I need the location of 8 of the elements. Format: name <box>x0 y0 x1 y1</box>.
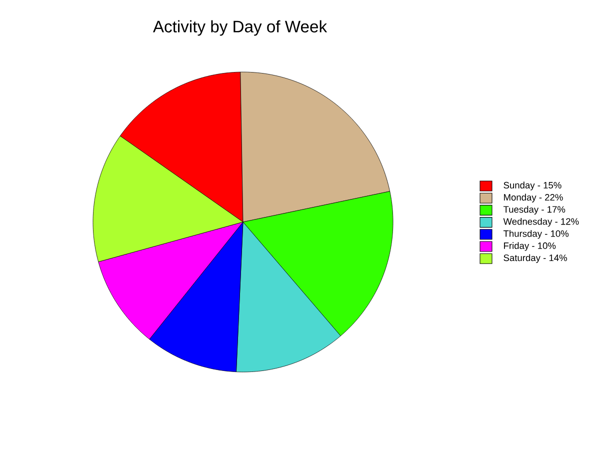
legend-label: Friday - 10% <box>504 242 556 251</box>
legend-label: Sunday - 15% <box>504 182 562 190</box>
legend-label: Monday - 22% <box>504 194 563 202</box>
legend-label: Wednesday - 12% <box>503 218 579 227</box>
legend-label: Saturday - 14% <box>504 254 568 263</box>
legend-label: Tuesday - 17% <box>503 206 566 215</box>
legend-label: Thursday - 10% <box>503 230 569 239</box>
chart-title: Activity by Day of Week <box>152 20 328 36</box>
